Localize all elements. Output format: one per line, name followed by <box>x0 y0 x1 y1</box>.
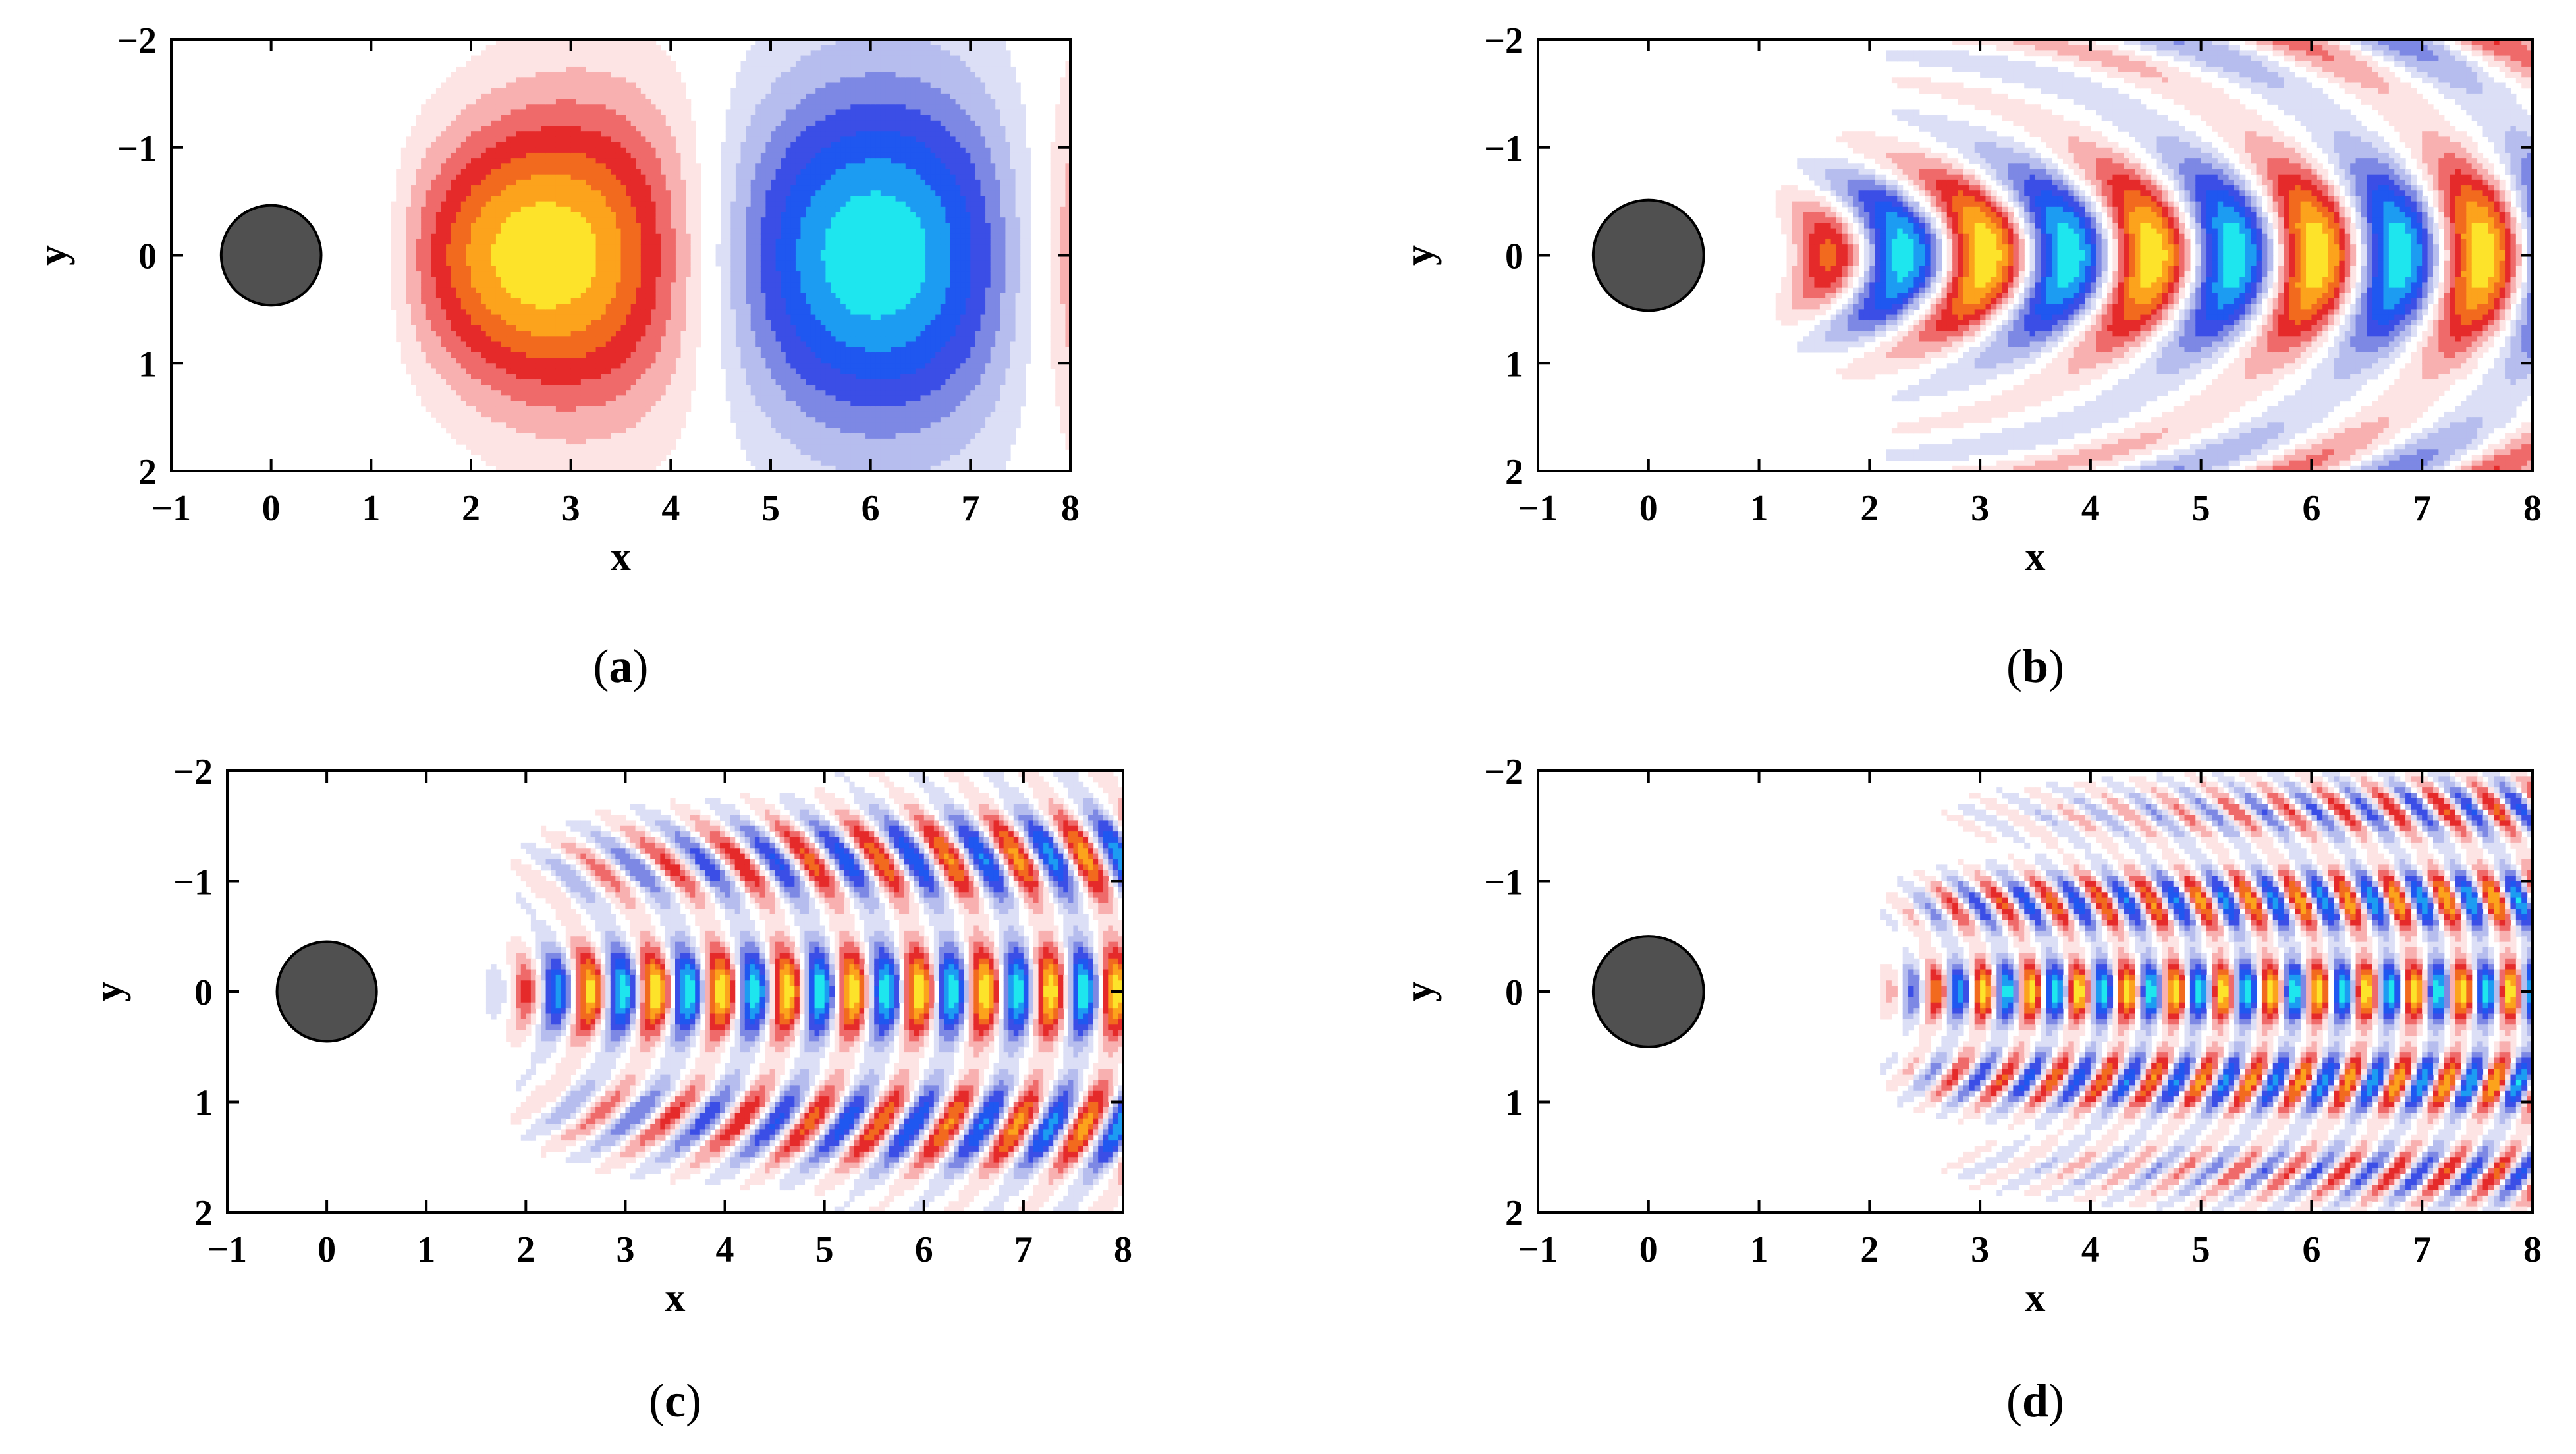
x-tick-label: 6 <box>862 488 880 529</box>
x-tick-label: −1 <box>1518 1229 1558 1270</box>
x-tick-label: 6 <box>915 1229 933 1270</box>
panel-caption-b: (b) <box>2006 640 2064 692</box>
x-axis-label: x <box>2025 534 2046 579</box>
panel-caption-c: (c) <box>649 1374 701 1427</box>
x-tick-label: −1 <box>1518 488 1558 529</box>
x-tick-label: −1 <box>151 488 191 529</box>
x-tick-label: −1 <box>207 1229 247 1270</box>
x-tick-label: 5 <box>815 1229 834 1270</box>
cylinder-b <box>1591 198 1705 312</box>
x-tick-label: 5 <box>761 488 780 529</box>
x-axis-label: x <box>2025 1275 2046 1320</box>
x-tick-label: 8 <box>2523 1229 2542 1270</box>
x-tick-label: 8 <box>1061 488 1080 529</box>
x-tick-label: 0 <box>317 1229 336 1270</box>
contour-field-d <box>1880 771 2533 1212</box>
y-tick-label: −2 <box>1484 752 1523 793</box>
y-tick-label: −1 <box>117 128 157 169</box>
x-tick-label: 0 <box>1639 1229 1658 1270</box>
x-tick-label: 7 <box>2413 1229 2431 1270</box>
x-tick-label: 3 <box>616 1229 634 1270</box>
y-tick-label: −1 <box>173 862 213 903</box>
y-tick-label: −2 <box>1484 20 1523 61</box>
y-tick-label: 2 <box>138 452 157 493</box>
x-tick-label: 5 <box>2192 1229 2210 1270</box>
y-tick-label: −1 <box>1484 128 1523 169</box>
y-tick-label: −2 <box>173 752 213 793</box>
x-tick-label: 8 <box>2523 488 2542 529</box>
x-tick-label: 2 <box>1860 1229 1878 1270</box>
x-tick-label: 3 <box>1971 488 1989 529</box>
x-tick-label: 0 <box>262 488 281 529</box>
x-tick-label: 4 <box>2081 488 2100 529</box>
x-tick-label: 7 <box>961 488 979 529</box>
x-axis-label: x <box>611 534 631 579</box>
contour-field-a <box>391 40 1070 471</box>
panel-a: −1 0 1 2 3 4 5 6 7 8 −2 −1 0 1 2 x y (a) <box>30 20 1080 692</box>
y-tick-label: 2 <box>1505 452 1523 493</box>
panel-c: −1 0 1 2 3 4 5 6 7 8 −2 −1 0 1 2 x y (c) <box>86 752 1132 1427</box>
cylinder-a <box>219 204 323 307</box>
panel-caption-d: (d) <box>2006 1374 2064 1427</box>
panel-caption-a: (a) <box>593 640 649 692</box>
x-tick-label: 7 <box>2413 488 2431 529</box>
x-tick-label: 3 <box>1971 1229 1989 1270</box>
x-tick-label: 4 <box>2081 1229 2100 1270</box>
x-tick-label: 4 <box>716 1229 734 1270</box>
x-tick-label: 1 <box>417 1229 435 1270</box>
y-tick-label: 0 <box>1505 237 1523 277</box>
panel-d: −1 0 1 2 3 4 5 6 7 8 −2 −1 0 1 2 x y (d) <box>1397 752 2542 1427</box>
x-tick-label: 5 <box>2192 488 2210 529</box>
x-tick-label: 1 <box>1750 1229 1768 1270</box>
y-axis-label: y <box>30 245 75 266</box>
x-tick-label: 2 <box>1860 488 1878 529</box>
cylinder-c <box>275 940 378 1043</box>
x-tick-label: 6 <box>2302 488 2320 529</box>
y-axis-label: y <box>86 982 131 1002</box>
y-tick-label: 1 <box>138 344 157 385</box>
x-tick-label: 0 <box>1639 488 1658 529</box>
cylinder-d <box>1591 935 1705 1048</box>
x-tick-label: 1 <box>1750 488 1768 529</box>
contour-field-b <box>1775 40 2533 471</box>
contour-field-c <box>485 771 1123 1212</box>
x-tick-label: 8 <box>1114 1229 1132 1270</box>
y-tick-label: 0 <box>1505 972 1523 1013</box>
x-tick-label: 2 <box>516 1229 535 1270</box>
x-tick-label: 4 <box>661 488 680 529</box>
panel-b: −1 0 1 2 3 4 5 6 7 8 −2 −1 0 1 2 x y (b) <box>1397 20 2542 692</box>
y-tick-label: −2 <box>117 20 157 61</box>
y-tick-label: 1 <box>194 1083 213 1124</box>
y-tick-label: 1 <box>1505 344 1523 385</box>
x-tick-label: 6 <box>2302 1229 2320 1270</box>
x-tick-label: 2 <box>462 488 480 529</box>
y-tick-label: 0 <box>138 237 157 277</box>
y-tick-label: 2 <box>1505 1193 1523 1234</box>
x-axis-label: x <box>665 1275 686 1320</box>
x-tick-label: 1 <box>362 488 380 529</box>
y-tick-label: 1 <box>1505 1083 1523 1124</box>
x-tick-label: 3 <box>562 488 580 529</box>
y-tick-label: 2 <box>194 1193 213 1234</box>
x-tick-label: 7 <box>1014 1229 1033 1270</box>
y-axis-label: y <box>1397 982 1442 1002</box>
y-axis-label: y <box>1397 245 1442 266</box>
y-tick-label: 0 <box>194 972 213 1013</box>
y-tick-label: −1 <box>1484 862 1523 903</box>
